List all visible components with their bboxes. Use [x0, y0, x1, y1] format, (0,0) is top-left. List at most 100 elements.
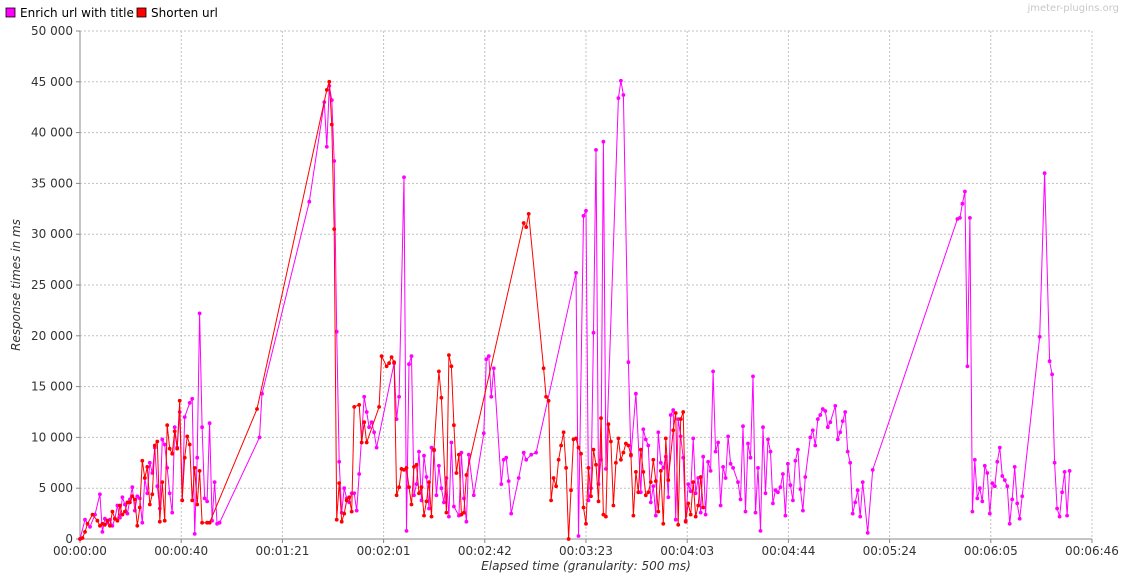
data-point-enrich-url [88, 524, 92, 529]
data-point-shorten-url [641, 470, 646, 474]
data-point-enrich-url [1050, 372, 1054, 377]
data-point-enrich-url [673, 517, 678, 522]
data-point-shorten-url [698, 475, 703, 479]
data-point-shorten-url [95, 518, 100, 523]
data-point-shorten-url [207, 520, 212, 525]
data-point-shorten-url [118, 503, 122, 508]
x-tick-label: 00:00:00 [53, 544, 107, 558]
y-tick-label: 5 000 [39, 481, 73, 495]
data-point-enrich-url [98, 492, 102, 497]
data-point-enrich-url [693, 491, 698, 496]
data-point-enrich-url [970, 509, 975, 514]
data-point-enrich-url [808, 435, 813, 440]
data-point-shorten-url [147, 502, 152, 507]
data-point-enrich-url [798, 487, 803, 492]
data-point-enrich-url [713, 449, 718, 454]
data-point-enrich-url [845, 449, 850, 454]
watermark: jmeter-plugins.org [1026, 3, 1119, 14]
y-axis-title: Response times in ms [9, 219, 23, 351]
data-point-shorten-url [559, 443, 563, 448]
data-point-shorten-url [631, 513, 636, 518]
data-point-enrich-url [367, 425, 371, 430]
data-point-shorten-url [108, 523, 112, 528]
data-point-shorten-url [584, 521, 588, 526]
data-point-shorten-url [676, 522, 681, 527]
data-point-enrich-url [409, 354, 414, 358]
data-point-shorten-url [439, 395, 444, 400]
data-point-enrich-url [135, 494, 140, 499]
x-tick-label: 00:02:01 [357, 544, 411, 558]
data-point-enrich-url [766, 437, 770, 442]
data-point-shorten-url [135, 523, 140, 528]
data-point-shorten-url [162, 518, 167, 523]
y-tick-label: 50 000 [31, 24, 73, 38]
data-point-enrich-url [509, 511, 514, 516]
data-point-enrich-url [1020, 494, 1025, 499]
data-point-enrich-url [736, 480, 740, 484]
data-point-enrich-url [217, 520, 222, 525]
data-point-shorten-url [115, 518, 120, 523]
data-point-enrich-url [691, 436, 696, 441]
data-point-enrich-url [439, 486, 444, 491]
data-point-shorten-url [544, 394, 548, 399]
data-point-enrich-url [990, 481, 995, 485]
data-point-enrich-url [442, 500, 446, 505]
data-point-shorten-url [541, 366, 546, 371]
data-point-shorten-url [140, 458, 145, 463]
data-point-shorten-url [656, 509, 661, 514]
data-point-shorten-url [651, 457, 656, 462]
y-tick-label: 40 000 [31, 126, 73, 140]
data-point-enrich-url [481, 431, 486, 436]
data-point-shorten-url [377, 405, 381, 409]
data-point-enrich-url [634, 391, 638, 396]
series-shorten-url [78, 79, 706, 541]
data-point-enrich-url [576, 534, 581, 538]
data-point-enrich-url [648, 500, 653, 505]
data-point-shorten-url [594, 462, 598, 467]
data-point-enrich-url [574, 270, 578, 275]
data-point-shorten-url [404, 466, 409, 470]
data-point-shorten-url [696, 503, 701, 508]
data-point-shorten-url [414, 462, 419, 467]
data-point-enrich-url [1005, 484, 1010, 489]
data-point-shorten-url [579, 451, 583, 456]
data-point-enrich-url [788, 483, 793, 488]
data-point-shorten-url [110, 509, 115, 514]
data-point-enrich-url [776, 490, 780, 495]
data-point-shorten-url [616, 436, 621, 441]
data-point-shorten-url [444, 510, 449, 515]
data-point-shorten-url [524, 225, 529, 230]
data-point-shorten-url [661, 521, 666, 526]
data-point-enrich-url [1010, 497, 1015, 502]
data-point-shorten-url [629, 452, 633, 457]
series-layer [78, 78, 1072, 541]
data-point-shorten-url [195, 502, 200, 507]
x-tick-label: 00:04:03 [660, 544, 714, 558]
data-point-enrich-url [83, 517, 87, 522]
data-point-shorten-url [177, 398, 182, 403]
data-point-shorten-url [397, 485, 401, 490]
y-tick-label: 15 000 [31, 380, 73, 394]
data-point-shorten-url [556, 457, 561, 462]
data-point-enrich-url [968, 216, 972, 220]
data-point-enrich-url [975, 496, 980, 501]
data-point-shorten-url [606, 422, 611, 427]
data-point-shorten-url [384, 364, 389, 369]
data-point-shorten-url [658, 469, 663, 473]
data-point-shorten-url [85, 521, 90, 526]
legend-label-enrich-url: Enrich url with title [20, 6, 134, 20]
data-point-enrich-url [437, 463, 441, 468]
data-point-shorten-url [701, 505, 706, 510]
data-point-shorten-url [392, 360, 396, 365]
data-point-enrich-url [813, 443, 818, 448]
data-point-shorten-url [357, 403, 362, 407]
data-point-shorten-url [521, 221, 526, 225]
data-point-shorten-url [554, 484, 558, 489]
data-point-shorten-url [454, 471, 459, 475]
data-point-enrich-url [422, 453, 426, 458]
data-point-enrich-url [703, 512, 708, 517]
data-point-shorten-url [424, 499, 429, 504]
data-point-enrich-url [594, 148, 598, 152]
data-point-shorten-url [342, 511, 347, 516]
